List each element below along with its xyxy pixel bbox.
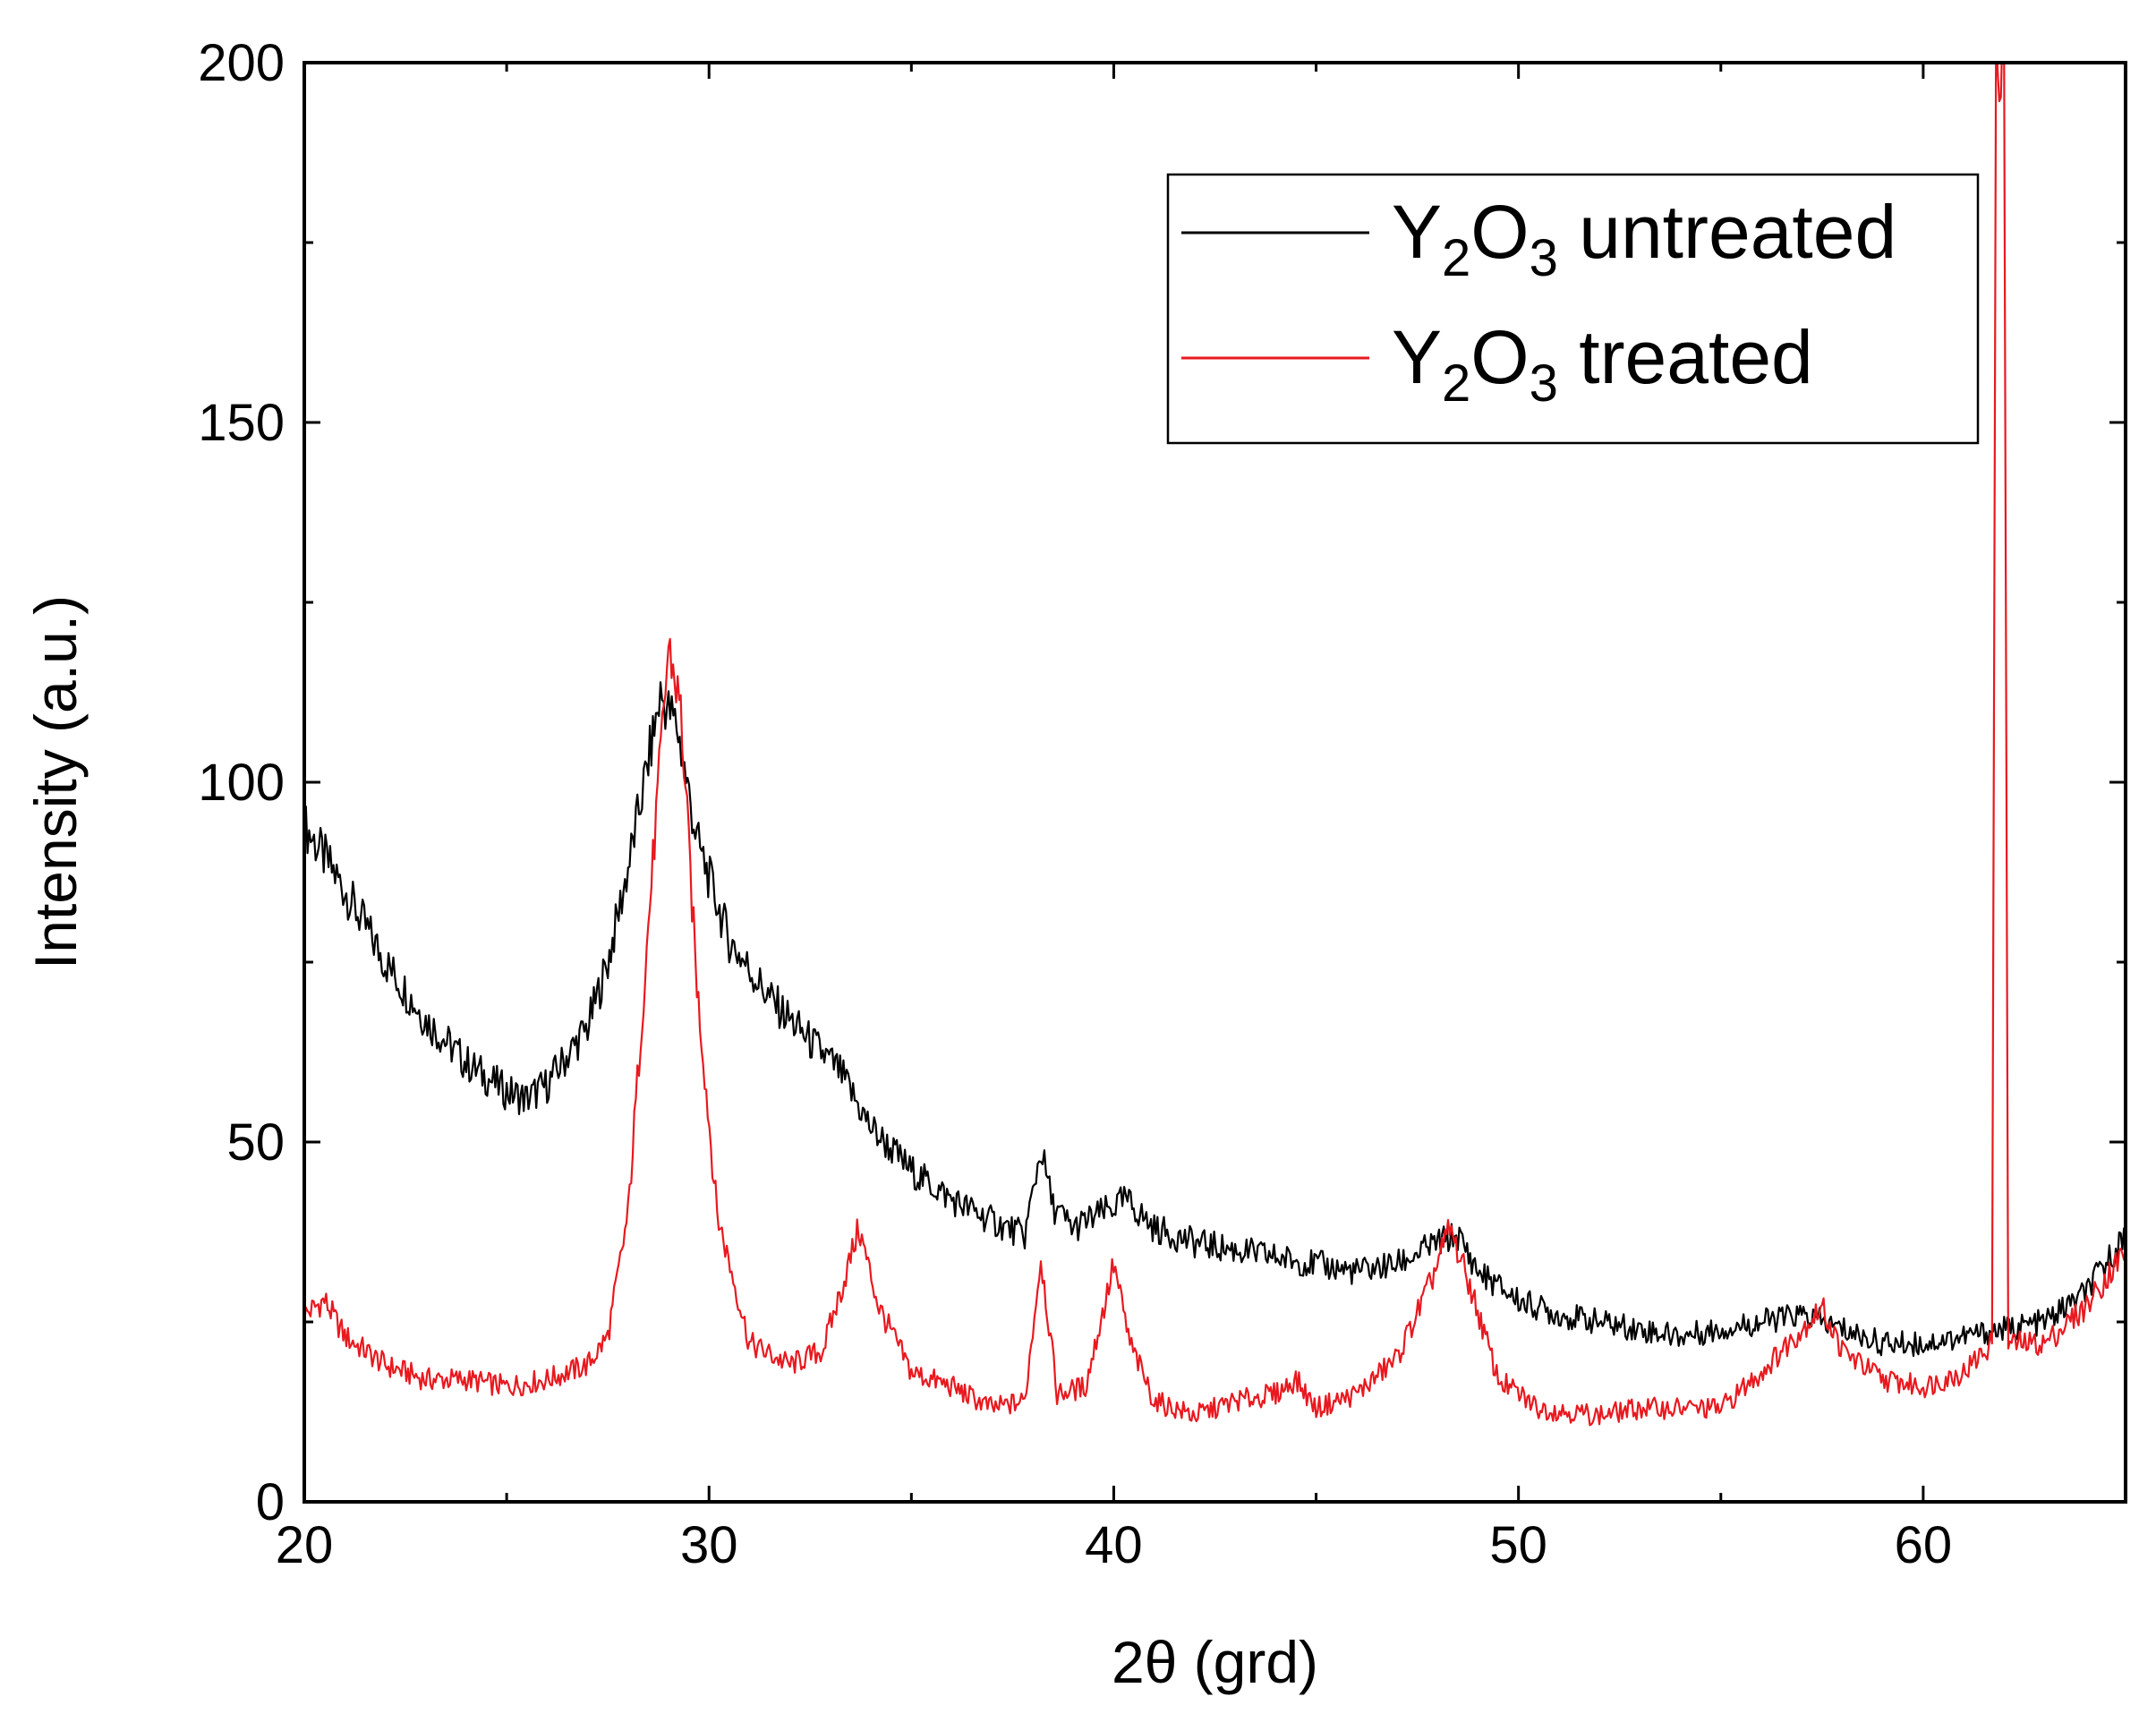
x-axis-label: 2θ (grd) — [1112, 1629, 1318, 1695]
y-tick-label: 50 — [226, 1113, 285, 1172]
y-tick-label: 150 — [198, 394, 285, 452]
x-tick-label: 50 — [1489, 1516, 1547, 1574]
x-tick-label: 20 — [276, 1516, 334, 1574]
y-axis-label: Intensity (a.u.) — [22, 595, 89, 969]
legend-box — [1166, 173, 1980, 445]
x-tick-label: 30 — [680, 1516, 738, 1574]
ticks-layer: 20 30 40 50 60 0 50 100 150 200 — [198, 34, 2126, 1574]
legend-label-untreated: Y2O3 untreated — [1392, 190, 1896, 287]
x-tick-label: 40 — [1085, 1516, 1143, 1574]
series-layer — [304, 63, 2126, 1427]
legend: Y2O3 untreated Y2O3 treated — [1166, 173, 1980, 445]
y-tick-label: 200 — [198, 34, 285, 92]
series-line-0 — [304, 681, 2126, 1358]
y-tick-label: 100 — [198, 754, 285, 812]
series-line-1 — [304, 63, 2126, 1427]
x-tick-label: 60 — [1895, 1516, 1953, 1574]
y-tick-label: 0 — [256, 1473, 285, 1531]
legend-label-treated: Y2O3 treated — [1392, 315, 1813, 413]
